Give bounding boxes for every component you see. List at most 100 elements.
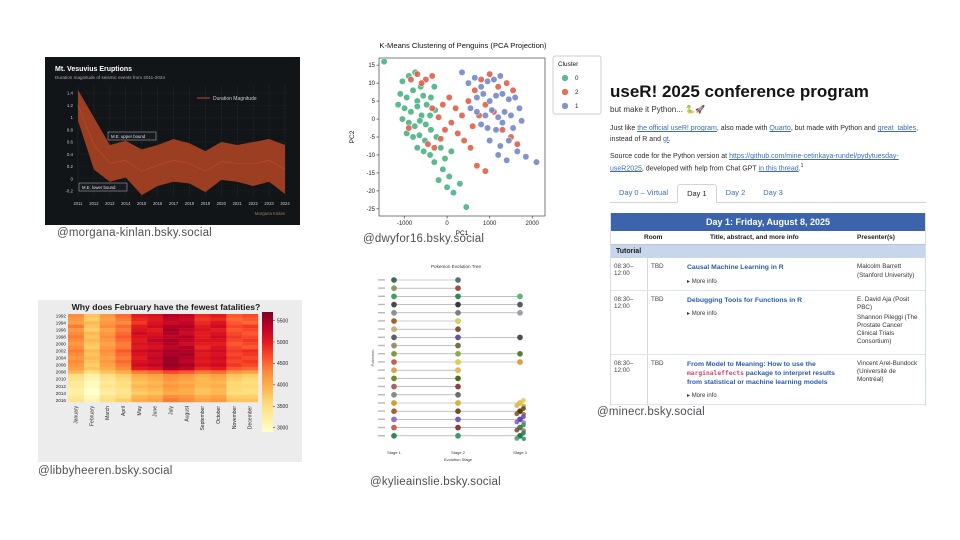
session-title-text: Causal Machine Learning in R [687,264,784,272]
paragraph-text: , but made with Python and [790,125,878,132]
svg-text:2000: 2000 [526,221,540,227]
paragraph-text: Source code for the Python version at [610,153,730,160]
svg-text:2000: 2000 [56,342,67,347]
svg-text:-20: -20 [366,189,375,195]
svg-text:5000: 5000 [277,340,288,346]
svg-text:5500: 5500 [277,318,288,324]
program-title: useR! 2025 conference program [610,82,869,101]
tab-day-0-virtual[interactable]: Day 0 – Virtual [619,188,669,198]
kmeans-chart-panel: K-Means Clustering of Penguins (PCA Proj… [345,38,607,238]
svg-text:Mt. Vesuvius Eruptions: Mt. Vesuvius Eruptions [55,66,132,73]
svg-text:May: May [137,406,143,416]
heatmap-chart-panel: Why does February have the fewest fatali… [38,300,302,462]
caption-minecr: @minecr.bsky.social [597,406,705,418]
svg-text:2004: 2004 [56,356,67,361]
svg-text:2018: 2018 [185,201,195,206]
svg-text:2006: 2006 [56,363,67,368]
svg-text:K-Means Clustering of Penguins: K-Means Clustering of Penguins (PCA Proj… [379,41,547,50]
svg-text:0: 0 [575,75,579,82]
paragraph-text: , also made with [716,125,770,132]
schedule-row: 08:30– 12:00 TBD Debugging Tools for Functi… [611,290,925,355]
section-row-tutorial: Tutorial [611,245,925,259]
program-subtitle: but make it Python... 🐍🚀 [610,105,706,114]
svg-text:2008: 2008 [56,370,67,375]
session-title-link[interactable]: Causal Machine Learning in R [687,263,848,272]
text-link[interactable]: https://github.com/mine-cetinkaya-rundel… [610,153,899,172]
svg-text:-1000: -1000 [397,221,413,227]
svg-text:June: June [153,406,159,417]
room-cell: TBD [647,290,682,354]
svg-text:1000: 1000 [483,221,497,227]
time-cell: 08:30– 12:00 [614,359,634,374]
more-info-label: More info [691,393,717,400]
svg-text:Morgana Kinlan: Morgana Kinlan [255,211,286,216]
text-link[interactable]: the official useR! program [637,125,717,132]
svg-text:1992: 1992 [56,313,67,318]
svg-text:0.8: 0.8 [67,127,74,132]
heatmap-svg: Why does February have the fewest fatali… [56,302,288,432]
paragraph-text: , instead of R and [610,125,919,143]
vesuvius-svg: Mt. Vesuvius Eruptions Duration magnitude… [45,57,300,225]
svg-text:Pokemon Evolution Tree: Pokemon Evolution Tree [431,264,481,269]
svg-text:0: 0 [71,176,74,181]
svg-text:Pokemon: Pokemon [370,350,375,367]
more-info-toggle[interactable]: ▸ More info [687,392,848,399]
svg-text:1996: 1996 [56,327,67,332]
svg-text:-10: -10 [366,153,375,159]
inline-code: marginaleffects [687,369,744,377]
paragraph-text: . [798,164,801,172]
svg-text:April: April [121,406,127,416]
svg-text:2013: 2013 [105,201,115,206]
more-info-label: More info [691,310,717,317]
presenters-cell: Justin Landis (UNC) [853,405,925,406]
svg-text:2020: 2020 [217,201,227,206]
svg-text:4500: 4500 [277,361,288,367]
svg-text:1: 1 [71,115,74,120]
svg-text:2021: 2021 [233,201,243,206]
day1-schedule-table: Day 1: Friday, August 8, 2025 Room Title, … [610,213,926,406]
more-info-toggle[interactable]: ▸ More info [687,310,848,317]
footnote-ref[interactable]: 1 [800,162,804,169]
text-link[interactable]: Quarto [769,125,791,132]
session-title-link[interactable]: From Model to Meaning: How to use the ma… [687,360,848,388]
svg-text:M.E. upper bound: M.E. upper bound [111,134,146,139]
svg-text:2016: 2016 [153,201,163,206]
disclosure-triangle-icon: ▸ [687,393,692,400]
svg-text:0: 0 [372,117,376,123]
kmeans-svg: K-Means Clustering of Penguins (PCA Proj… [349,41,602,237]
svg-text:2010: 2010 [56,377,67,382]
svg-text:2017: 2017 [169,201,179,206]
svg-text:1.4: 1.4 [67,91,74,96]
svg-text:15: 15 [368,63,375,69]
svg-text:Evolution Stage: Evolution Stage [444,457,473,462]
title-cell: Tidy manipulation of genomic data [682,405,853,406]
svg-text:March: March [105,406,111,420]
svg-text:-15: -15 [366,171,375,177]
svg-text:Duration magnitude of seismic: Duration magnitude of seismic events fro… [55,75,165,80]
svg-text:1.2: 1.2 [67,103,74,108]
session-title-link[interactable]: Debugging Tools for Functions in R [687,296,848,305]
text-link[interactable]: great_tables [877,125,917,132]
text-link[interactable]: in this thread [758,164,799,172]
tab-day-1[interactable]: Day 1 [677,184,717,204]
title-cell: Debugging Tools for Functions in R ▸ More… [682,291,853,354]
vesuvius-chart-panel: Mt. Vesuvius Eruptions Duration magnitude… [45,57,300,225]
tab-day-2[interactable]: Day 2 [725,188,746,198]
vesuvius-chart: Mt. Vesuvius Eruptions Duration magnitude… [45,57,300,225]
svg-text:2015: 2015 [137,201,147,206]
tab-day-3[interactable]: Day 3 [763,188,783,198]
svg-text:September: September [200,406,206,431]
svg-text:August: August [184,405,190,421]
svg-text:Duration Magnitude: Duration Magnitude [213,96,257,102]
svg-text:2016: 2016 [56,398,67,403]
more-info-toggle[interactable]: ▸ More info [687,278,848,285]
time-cell: 08:30– 12:00 [614,263,634,278]
schedule-row: 08:30–Tidy manipulation of genomic dataJ… [611,405,925,406]
text-link[interactable]: gt [662,135,669,143]
presenters-cell: E. David Aja (Posit PBC) Shannon Pileggi … [853,291,925,354]
svg-text:1998: 1998 [56,334,67,339]
session-title-text: From Model to Meaning: How to use the [687,360,816,368]
svg-text:December: December [248,406,254,429]
svg-text:Stage 1: Stage 1 [387,450,402,455]
presenter-name: Malcolm Barrett (Stanford University) [857,263,915,279]
